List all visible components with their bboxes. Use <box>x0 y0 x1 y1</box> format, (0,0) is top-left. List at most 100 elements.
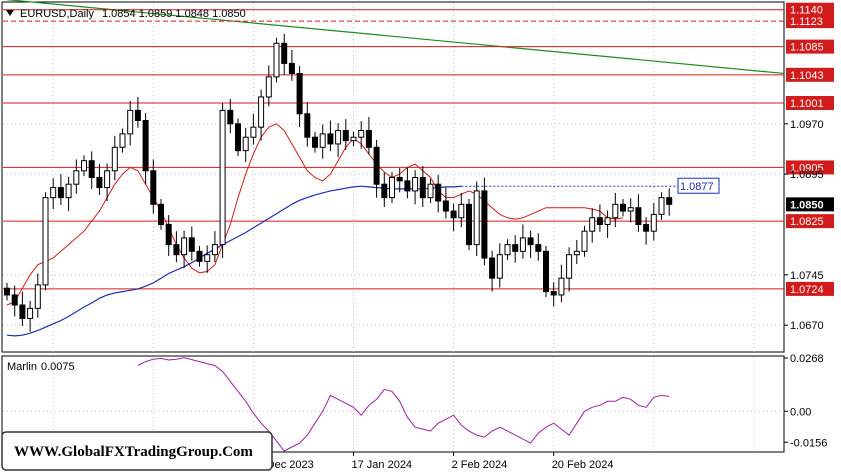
candle <box>273 37 280 83</box>
candle <box>604 210 611 238</box>
candle <box>335 123 342 158</box>
candle <box>589 208 596 243</box>
level-tag-text: 1.1043 <box>790 70 824 82</box>
candle <box>466 198 472 250</box>
candle <box>558 264 565 303</box>
candle <box>11 285 18 317</box>
level-tag-text: 1.1140 <box>790 5 823 17</box>
current-price-text: 1.0850 <box>790 199 824 211</box>
candle <box>527 230 534 259</box>
candle <box>265 65 272 107</box>
candle <box>65 176 72 212</box>
horizontal-levels <box>3 9 784 290</box>
candle <box>473 181 480 257</box>
candle <box>389 172 395 204</box>
level-tag-1.1043 <box>786 67 834 82</box>
candle <box>658 192 665 220</box>
candle <box>73 159 80 194</box>
candle <box>319 124 326 159</box>
level-tag-text: 1.1123 <box>790 16 823 28</box>
candle <box>612 192 619 228</box>
ind-tick-label: 0.00 <box>790 406 811 418</box>
y-tick-label: 1.0745 <box>790 270 824 282</box>
candle <box>381 172 388 208</box>
candle <box>281 33 288 75</box>
ohlc-label: 1.0854 1.0859 1.0848 1.0850 <box>102 8 246 20</box>
candle <box>173 231 180 263</box>
candle <box>581 225 588 257</box>
level-tag-1.1001 <box>786 96 834 111</box>
price-axis: 1.0970 1.0895 1.0745 1.0670 <box>784 119 824 332</box>
candle <box>458 192 465 228</box>
candle <box>104 163 111 201</box>
candle <box>342 119 349 150</box>
candle <box>312 131 318 153</box>
level-tag-text: 1.0724 <box>790 284 824 296</box>
y-tick-label: 1.0895 <box>790 169 824 181</box>
candle <box>496 243 503 288</box>
candle <box>250 113 257 145</box>
indicator-name: Marlin <box>7 361 37 373</box>
candle <box>666 188 673 216</box>
marlin-indicator: 0.0268 0.00 -0.0156 <box>3 353 827 452</box>
level-tag-text: 1.1001 <box>790 98 824 110</box>
candle <box>573 239 580 265</box>
green-trendline <box>6 0 785 75</box>
candle <box>358 121 365 149</box>
candle <box>489 250 496 292</box>
candle <box>620 198 626 217</box>
candle <box>4 282 10 301</box>
candle <box>327 120 334 152</box>
dropdown-arrow-icon[interactable] <box>6 10 14 16</box>
candle <box>535 233 542 261</box>
candle <box>596 204 603 232</box>
candle <box>635 194 642 232</box>
x-tick-label: 17 Jan 2024 <box>352 459 413 471</box>
candle <box>419 166 426 208</box>
candle <box>481 177 488 266</box>
candle <box>211 231 218 263</box>
level-tag-1.1140 <box>786 2 834 17</box>
x-tick-label: 2 Feb 2024 <box>452 459 508 471</box>
level-tag-1.1085 <box>786 39 834 54</box>
candle <box>196 245 203 267</box>
candle <box>142 113 149 185</box>
candle <box>88 151 95 189</box>
marlin-line <box>137 357 670 452</box>
symbol-label: EURUSD,Daily <box>20 8 94 20</box>
candle <box>288 49 295 81</box>
candle <box>150 159 157 214</box>
level-tag-text: 1.0825 <box>790 216 824 228</box>
candle <box>404 167 411 199</box>
candle <box>50 178 57 210</box>
candle <box>111 135 118 181</box>
candle <box>165 215 172 257</box>
candle <box>396 168 403 193</box>
y-tick-label: 1.0970 <box>790 119 824 131</box>
level-tag-1.0724 <box>786 281 834 296</box>
candle <box>650 203 657 241</box>
candle <box>442 187 449 219</box>
level-tag-1.0905 <box>786 160 834 175</box>
candle <box>435 174 442 213</box>
candle <box>242 127 249 163</box>
candle <box>350 131 357 146</box>
ma-value-box <box>677 177 720 194</box>
candle <box>134 96 141 128</box>
candle <box>127 100 134 146</box>
candle <box>119 128 126 153</box>
candle <box>504 239 511 261</box>
candle <box>19 291 26 326</box>
level-tag-text: 1.1085 <box>790 42 824 54</box>
watermark-text: WWW.GlobalFXTradingGroup.Com <box>14 444 253 460</box>
current-price-tag <box>786 197 834 212</box>
candle <box>34 273 41 318</box>
candle <box>81 155 87 177</box>
watermark-box <box>1 431 273 471</box>
candle <box>258 89 265 141</box>
candle <box>450 203 457 232</box>
candle <box>543 245 549 297</box>
ind-tick-label: 0.0268 <box>790 353 824 365</box>
candle <box>158 198 164 230</box>
